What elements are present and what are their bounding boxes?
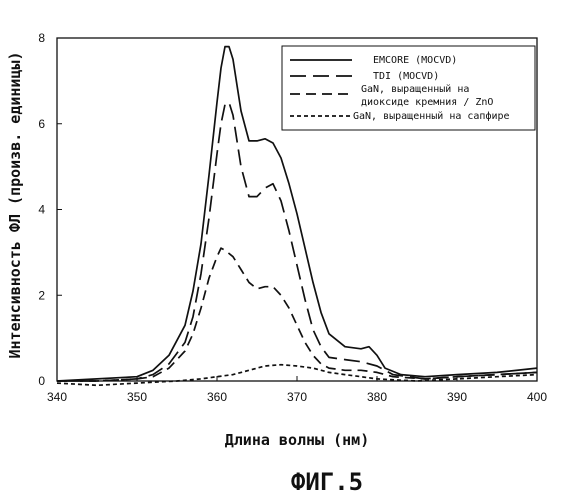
series-line-2 xyxy=(57,102,537,381)
y-tick-label: 6 xyxy=(38,117,45,131)
legend-label-1: EMCORE (MOCVD) xyxy=(373,55,457,66)
x-tick-label: 380 xyxy=(367,390,387,404)
x-tick-label: 360 xyxy=(207,390,227,404)
x-tick-label: 350 xyxy=(127,390,147,404)
y-tick-label: 0 xyxy=(38,374,45,388)
y-tick-label: 4 xyxy=(38,203,45,217)
x-tick-label: 400 xyxy=(527,390,547,404)
legend: EMCORE (MOCVD)TDI (MOCVD)GaN, выращенный… xyxy=(282,46,535,130)
legend-label-3: диоксиде кремния / ZnO xyxy=(361,97,493,108)
x-tick-label: 340 xyxy=(47,390,67,404)
y-tick-label: 8 xyxy=(38,31,45,45)
x-tick-label: 390 xyxy=(447,390,467,404)
legend-label-3: GaN, выращенный на xyxy=(361,83,469,95)
x-tick-label: 370 xyxy=(287,390,307,404)
y-axis-title: Интенсивность ФЛ (произв. единицы) xyxy=(6,51,24,358)
legend-label-2: TDI (MOCVD) xyxy=(373,71,439,82)
legend-label-4: GaN, выращенный на сапфире xyxy=(353,110,510,122)
x-axis-title: Длина волны (нм) xyxy=(225,431,370,449)
y-tick-label: 2 xyxy=(38,288,45,302)
figure-caption: ФИГ.5 xyxy=(291,468,363,496)
